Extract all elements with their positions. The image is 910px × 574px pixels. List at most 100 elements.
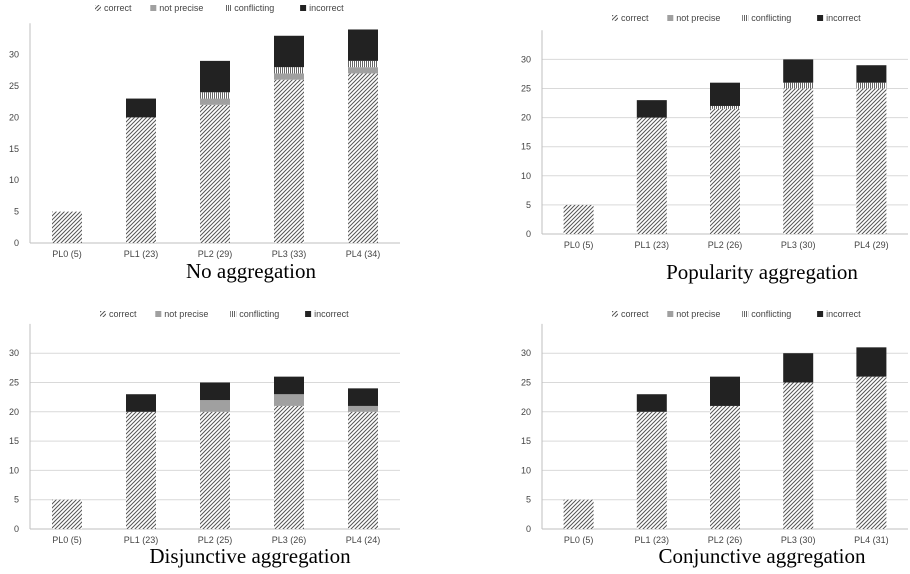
x-tick-label: PL1 (23) <box>635 535 670 545</box>
legend-label-not-precise: not precise <box>159 3 203 13</box>
bar-incorrect <box>126 98 156 118</box>
bar-incorrect <box>710 82 740 106</box>
y-tick-label: 5 <box>526 200 531 210</box>
bar-incorrect <box>348 29 378 61</box>
y-tick-label: 15 <box>9 436 19 446</box>
legend-swatch-incorrect <box>817 15 824 21</box>
y-tick-label: 25 <box>521 378 531 388</box>
y-tick-label: 5 <box>526 495 531 505</box>
chart-panel-2: 0 5 10 15 20 25 30 PL0 (5) PL1 (23) PL2 (26) PL3 (… <box>521 13 908 284</box>
legend-swatch-not-precise <box>667 311 674 317</box>
y-tick-label: 20 <box>521 113 531 123</box>
y-tick-label: 20 <box>521 407 531 417</box>
x-tick-label: PL0 (5) <box>52 535 82 545</box>
legend-label-correct: correct <box>621 13 649 23</box>
legend-label-conflicting: conflicting <box>751 13 791 23</box>
x-tick-label: PL2 (26) <box>708 240 743 250</box>
bar-correct <box>200 411 230 529</box>
legend-swatch-correct <box>612 311 618 317</box>
bar-conflicting <box>856 82 887 89</box>
bar-correct <box>856 376 887 529</box>
y-tick-label: 10 <box>9 465 19 475</box>
x-tick-label: PL1 (23) <box>124 535 159 545</box>
bar-incorrect <box>348 388 378 406</box>
bar-incorrect <box>200 60 230 93</box>
y-tick-label: 20 <box>9 407 19 417</box>
x-tick-label: PL1 (23) <box>124 249 159 259</box>
chart-panel-3: 0 5 10 15 20 25 30 PL0 (5) PL1 (23) PL2 (25) PL3 (… <box>9 309 400 568</box>
bar-incorrect <box>856 347 887 377</box>
legend-label-not-precise: not precise <box>676 13 720 23</box>
bar-not-precise <box>348 405 378 412</box>
legend-label-correct: correct <box>104 3 132 13</box>
x-tick-label: PL4 (31) <box>854 535 889 545</box>
y-tick-label: 25 <box>9 81 19 91</box>
legend-label-correct: correct <box>109 309 137 319</box>
bar-not-precise <box>200 400 230 412</box>
bar-incorrect <box>274 35 304 68</box>
legend-swatch-not-precise <box>150 5 157 11</box>
y-tick-label: 0 <box>526 524 531 534</box>
x-tick-label: PL2 (26) <box>708 535 743 545</box>
bar-correct <box>348 411 378 529</box>
y-tick-label: 15 <box>521 436 531 446</box>
bar-correct <box>783 382 814 529</box>
y-tick-label: 30 <box>521 54 531 64</box>
bar-correct <box>563 204 594 234</box>
bar-incorrect <box>783 353 814 383</box>
bar-conflicting <box>348 60 378 68</box>
bar-incorrect <box>274 376 304 395</box>
legend-label-conflicting: conflicting <box>751 309 791 319</box>
bar-correct <box>636 411 667 529</box>
legend: correct not precise conflicting incorrect <box>612 13 861 23</box>
legend-swatch-correct <box>612 15 618 21</box>
legend-swatch-not-precise <box>667 15 674 21</box>
chart-panel-1: 0 5 10 15 20 25 30 PL0 (5) PL1 (23) PL2 (29) PL3 (… <box>9 3 400 283</box>
x-tick-label: PL3 (30) <box>781 240 816 250</box>
bar-correct <box>563 499 594 529</box>
legend-label-incorrect: incorrect <box>309 3 344 13</box>
x-tick-label: PL4 (29) <box>854 240 889 250</box>
chart-caption: No aggregation <box>186 259 317 283</box>
bar-correct <box>710 108 740 234</box>
x-tick-label: PL3 (33) <box>272 249 307 259</box>
bar-conflicting <box>200 92 230 99</box>
bar-correct <box>52 211 82 243</box>
y-tick-label: 10 <box>9 175 19 185</box>
legend-swatch-correct <box>100 311 106 317</box>
bar-correct <box>126 411 156 529</box>
y-tick-label: 0 <box>14 238 19 248</box>
x-tick-label: PL0 (5) <box>564 240 594 250</box>
x-tick-label: PL3 (30) <box>781 535 816 545</box>
bar-incorrect <box>636 394 667 412</box>
x-tick-label: PL3 (26) <box>272 535 307 545</box>
bar-not-precise <box>348 67 378 74</box>
bar-conflicting <box>274 67 304 74</box>
bar-correct <box>126 117 156 243</box>
legend-label-incorrect: incorrect <box>826 309 861 319</box>
bar-correct <box>636 117 667 234</box>
x-tick-label: PL1 (23) <box>635 240 670 250</box>
x-tick-label: PL0 (5) <box>52 249 82 259</box>
legend-swatch-conflicting <box>742 311 749 317</box>
bar-conflicting <box>710 105 740 109</box>
chart-caption: Popularity aggregation <box>666 260 858 284</box>
chart-caption: Disjunctive aggregation <box>149 544 351 568</box>
bar-correct <box>52 499 82 529</box>
y-tick-label: 15 <box>521 142 531 152</box>
legend-label-conflicting: conflicting <box>234 3 274 13</box>
y-tick-label: 25 <box>521 84 531 94</box>
legend: correct not precise conflicting incorrect <box>95 3 344 13</box>
chart-caption: Conjunctive aggregation <box>658 544 866 568</box>
x-tick-label: PL4 (34) <box>346 249 381 259</box>
y-tick-label: 5 <box>14 207 19 217</box>
bar-correct <box>783 88 814 234</box>
bar-not-precise <box>200 98 230 105</box>
bar-incorrect <box>126 394 156 412</box>
bar-correct <box>200 104 230 243</box>
bar-correct <box>856 88 887 234</box>
bar-correct <box>274 405 304 529</box>
y-tick-label: 30 <box>9 348 19 358</box>
x-tick-label: PL0 (5) <box>564 535 594 545</box>
